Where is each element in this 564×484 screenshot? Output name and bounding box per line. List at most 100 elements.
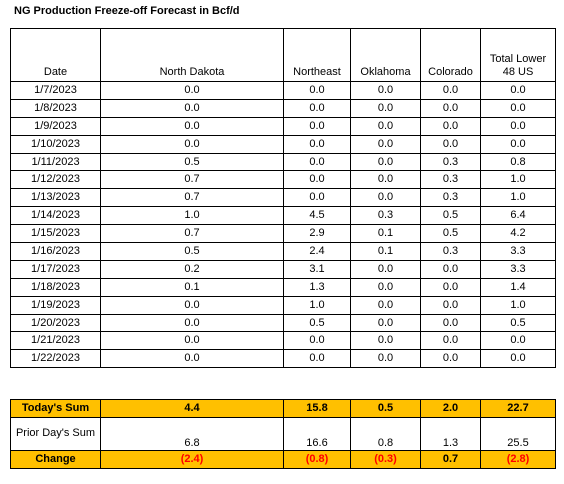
value-cell: 0.8 <box>480 152 556 172</box>
value-cell: 0.0 <box>283 134 351 154</box>
value-cell: 1.0 <box>480 295 556 315</box>
value-cell: 0.0 <box>283 98 351 118</box>
summary-label: Today's Sum <box>10 399 101 418</box>
value-cell: 1.4 <box>480 277 556 297</box>
data-row: 1/20/2023 0.0 0.5 0.0 0.0 0.5 <box>10 313 556 333</box>
date-cell: 1/11/2023 <box>10 152 101 172</box>
value-cell: 0.3 <box>420 188 481 208</box>
summary-value: (2.8) <box>480 449 556 469</box>
value-cell: 0.0 <box>100 116 284 136</box>
summary-value: (0.8) <box>283 449 351 469</box>
summary-value: 22.7 <box>480 399 556 418</box>
value-cell: 0.2 <box>100 259 284 279</box>
value-cell: 0.3 <box>420 242 481 261</box>
summary-value: 16.6 <box>283 416 351 451</box>
summary-value: 0.7 <box>420 449 481 469</box>
summary-row: Prior Day's Sum 6.8 16.6 0.8 1.3 25.5 <box>10 416 556 451</box>
value-cell: 0.0 <box>100 98 284 118</box>
date-cell: 1/9/2023 <box>10 116 101 136</box>
value-cell: 0.0 <box>350 134 421 154</box>
date-cell: 1/17/2023 <box>10 259 101 279</box>
value-cell: 0.7 <box>100 188 284 208</box>
data-row: 1/11/2023 0.5 0.0 0.0 0.3 0.8 <box>10 152 556 172</box>
summary-table: Today's Sum 4.4 15.8 0.5 2.0 22.7 Prior Day's … <box>10 399 556 469</box>
value-cell: 1.0 <box>480 188 556 208</box>
date-cell: 1/13/2023 <box>10 188 101 208</box>
value-cell: 0.7 <box>100 170 284 190</box>
data-row: 1/9/2023 0.0 0.0 0.0 0.0 0.0 <box>10 116 556 136</box>
value-cell: 0.0 <box>350 277 421 297</box>
value-cell: 0.0 <box>420 277 481 297</box>
value-cell: 0.0 <box>480 349 556 369</box>
value-cell: 0.0 <box>350 188 421 208</box>
forecast-table: Date North Dakota Northeast Oklahoma Colorad… <box>10 28 556 369</box>
value-cell: 0.0 <box>283 349 351 369</box>
value-cell: 0.0 <box>350 98 421 118</box>
header-cell: North Dakota <box>100 28 284 82</box>
date-cell: 1/19/2023 <box>10 295 101 315</box>
value-cell: 0.0 <box>100 349 284 369</box>
value-cell: 3.1 <box>283 259 351 279</box>
value-cell: 0.5 <box>420 224 481 244</box>
value-cell: 1.0 <box>100 206 284 226</box>
value-cell: 1.0 <box>283 295 351 315</box>
date-cell: 1/12/2023 <box>10 170 101 190</box>
data-row: 1/10/2023 0.0 0.0 0.0 0.0 0.0 <box>10 134 556 154</box>
title: NG Production Freeze-off Forecast in Bcf… <box>14 5 240 17</box>
value-cell: 0.0 <box>420 259 481 279</box>
value-cell: 0.0 <box>350 331 421 351</box>
value-cell: 0.0 <box>480 81 556 100</box>
value-cell: 2.9 <box>283 224 351 244</box>
value-cell: 0.0 <box>350 349 421 369</box>
summary-value: 15.8 <box>283 399 351 418</box>
value-cell: 4.5 <box>283 206 351 226</box>
value-cell: 0.5 <box>283 313 351 333</box>
header-row: Date North Dakota Northeast Oklahoma Colorad… <box>10 28 556 82</box>
value-cell: 0.0 <box>420 313 481 333</box>
value-cell: 0.0 <box>283 188 351 208</box>
value-cell: 0.0 <box>283 116 351 136</box>
value-cell: 0.0 <box>100 295 284 315</box>
value-cell: 0.0 <box>420 349 481 369</box>
data-row: 1/12/2023 0.7 0.0 0.0 0.3 1.0 <box>10 170 556 190</box>
summary-value: (0.3) <box>350 449 421 469</box>
data-row: 1/14/2023 1.0 4.5 0.3 0.5 6.4 <box>10 206 556 226</box>
data-row: 1/22/2023 0.0 0.0 0.0 0.0 0.0 <box>10 349 556 369</box>
header-cell: Northeast <box>283 28 351 82</box>
header-cell: Oklahoma <box>350 28 421 82</box>
date-cell: 1/20/2023 <box>10 313 101 333</box>
summary-row: Today's Sum 4.4 15.8 0.5 2.0 22.7 <box>10 399 556 418</box>
value-cell: 0.0 <box>480 331 556 351</box>
summary-value: 0.5 <box>350 399 421 418</box>
summary-value: 4.4 <box>100 399 284 418</box>
date-cell: 1/8/2023 <box>10 98 101 118</box>
value-cell: 0.0 <box>350 259 421 279</box>
value-cell: 0.5 <box>100 152 284 172</box>
value-cell: 4.2 <box>480 224 556 244</box>
date-cell: 1/7/2023 <box>10 81 101 100</box>
data-row: 1/8/2023 0.0 0.0 0.0 0.0 0.0 <box>10 98 556 118</box>
summary-value: 1.3 <box>420 416 481 451</box>
value-cell: 0.5 <box>480 313 556 333</box>
summary-label: Change <box>10 449 101 469</box>
date-cell: 1/14/2023 <box>10 206 101 226</box>
value-cell: 0.0 <box>480 134 556 154</box>
value-cell: 0.0 <box>420 81 481 100</box>
value-cell: 0.1 <box>350 242 421 261</box>
date-cell: 1/15/2023 <box>10 224 101 244</box>
value-cell: 0.0 <box>350 295 421 315</box>
data-row: 1/18/2023 0.1 1.3 0.0 0.0 1.4 <box>10 277 556 297</box>
data-row: 1/17/2023 0.2 3.1 0.0 0.0 3.3 <box>10 259 556 279</box>
data-row: 1/21/2023 0.0 0.0 0.0 0.0 0.0 <box>10 331 556 351</box>
value-cell: 0.3 <box>420 170 481 190</box>
value-cell: 0.7 <box>100 224 284 244</box>
data-row: 1/16/2023 0.5 2.4 0.1 0.3 3.3 <box>10 242 556 261</box>
value-cell: 0.0 <box>350 152 421 172</box>
data-row: 1/7/2023 0.0 0.0 0.0 0.0 0.0 <box>10 81 556 100</box>
value-cell: 0.0 <box>420 295 481 315</box>
summary-value: 2.0 <box>420 399 481 418</box>
value-cell: 0.0 <box>283 170 351 190</box>
data-row: 1/13/2023 0.7 0.0 0.0 0.3 1.0 <box>10 188 556 208</box>
value-cell: 3.3 <box>480 242 556 261</box>
